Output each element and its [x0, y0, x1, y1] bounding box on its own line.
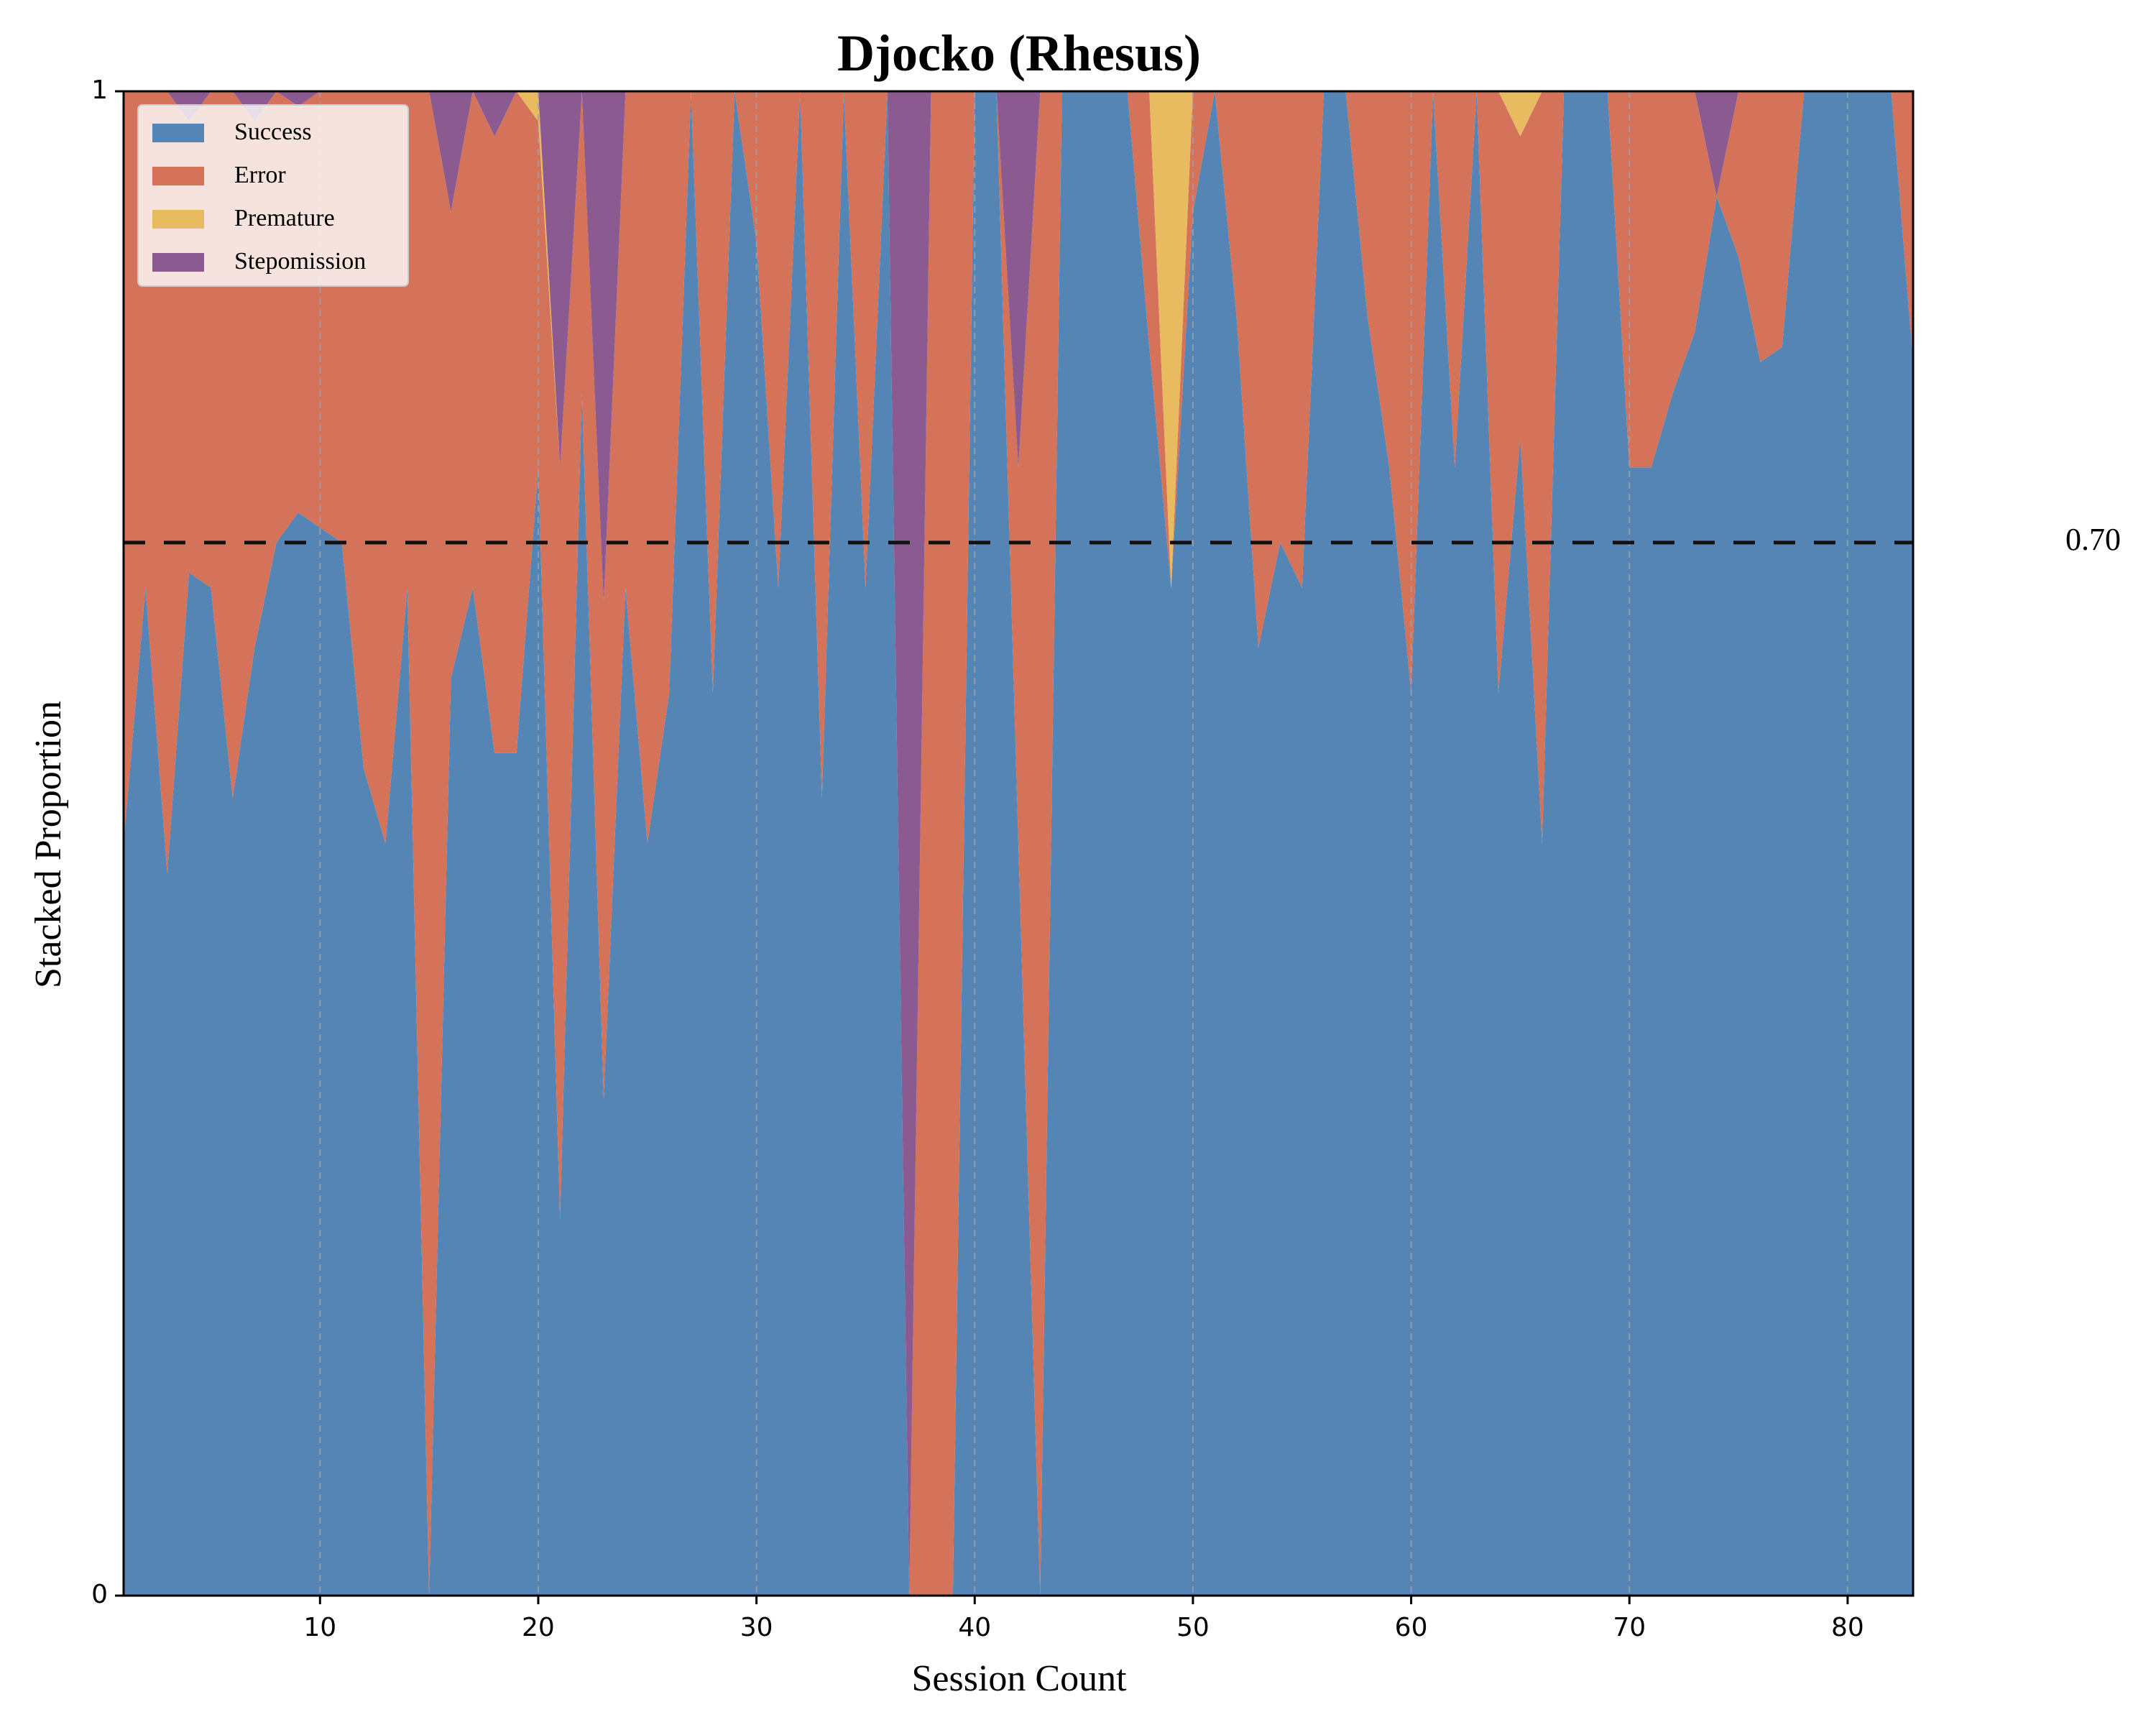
legend-label-success: Success — [234, 119, 312, 145]
legend-box — [137, 104, 409, 287]
legend-swatch-premature — [152, 210, 204, 229]
x-tick-label: 60 — [1395, 1613, 1428, 1642]
areas-layer — [124, 91, 1913, 1596]
x-tick-label: 50 — [1176, 1613, 1210, 1642]
grid-layer — [319, 91, 1848, 1596]
x-tick-label: 70 — [1613, 1613, 1646, 1642]
x-tick-label: 80 — [1831, 1613, 1864, 1642]
legend: Success Error Premature Stepomission — [137, 104, 409, 287]
x-tick-label: 20 — [522, 1613, 555, 1642]
x-axis-label: Session Count — [911, 1658, 1127, 1699]
plot-frame — [122, 90, 1915, 1597]
y-tick-label: 1 — [91, 75, 108, 105]
legend-swatch-error — [152, 167, 204, 185]
x-tick-label: 40 — [958, 1613, 991, 1642]
y-ticks: 01 — [91, 75, 124, 1609]
legend-swatch-success — [152, 124, 204, 142]
y-tick-label: 0 — [91, 1580, 108, 1609]
x-tick-label: 30 — [740, 1613, 773, 1642]
area-stepomission — [124, 91, 1913, 1596]
legend-label-stepomission: Stepomission — [234, 248, 366, 275]
x-tick-label: 10 — [303, 1613, 336, 1642]
threshold-label: 0.70 — [2065, 522, 2121, 557]
y-axis-label: Stacked Proportion — [28, 701, 69, 988]
legend-swatch-stepomission — [152, 253, 204, 272]
legend-label-error: Error — [234, 162, 286, 188]
area-error — [124, 91, 1913, 1596]
x-ticks: 10 20 30 40 50 60 70 80 — [303, 1596, 1864, 1642]
chart-title: Djocko (Rhesus) — [837, 24, 1201, 82]
legend-label-premature: Premature — [234, 205, 335, 231]
